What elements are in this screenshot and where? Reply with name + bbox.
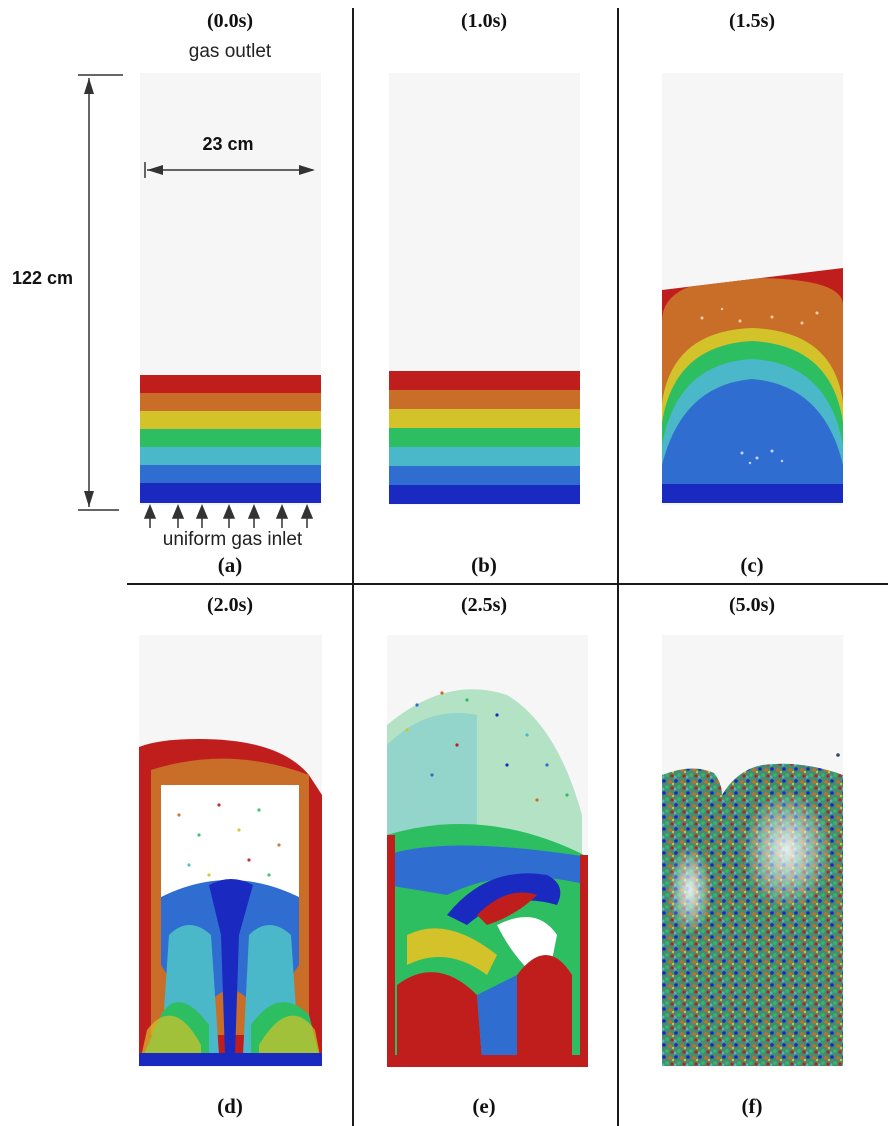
layer-orange: [389, 390, 580, 410]
bed-column-b: [389, 73, 580, 505]
layer-yellow: [140, 411, 321, 430]
panel-label-b: (b): [471, 553, 497, 577]
gas-inlet-label: uniform gas inlet: [162, 529, 303, 550]
time-label-e: (2.5s): [460, 594, 508, 616]
gas-inlet-arrows: [143, 504, 314, 528]
layer-red: [389, 371, 580, 391]
time-label-b: (1.0s): [460, 10, 508, 32]
bed-column-d: [139, 635, 322, 1067]
layer-red: [140, 375, 321, 394]
arched-layers-graphic: [662, 268, 843, 503]
height-dimension-arrow: [78, 74, 123, 511]
bed-column-e: [387, 635, 588, 1067]
mixed-bed-graphic: [662, 753, 843, 1066]
divider-horizontal: [127, 583, 888, 585]
layer-dark-blue: [389, 485, 580, 504]
width-dimension-arrow: [144, 162, 315, 178]
gas-outlet-label: gas outlet: [188, 41, 272, 62]
layer-light-blue: [389, 466, 580, 486]
layer-green: [140, 429, 321, 448]
layer-cyan: [140, 447, 321, 466]
time-label-a: (0.0s): [206, 10, 254, 32]
time-label-d: (2.0s): [206, 594, 254, 616]
width-dimension-label: 23 cm: [202, 134, 254, 154]
height-dimension-label: 122 cm: [10, 268, 76, 289]
layer-orange: [140, 393, 321, 412]
layer-yellow: [389, 409, 580, 429]
panel-label-f: (f): [741, 1094, 763, 1118]
time-label-c: (1.5s): [728, 10, 776, 32]
bed-column-f: [662, 635, 843, 1067]
layer-green: [389, 428, 580, 448]
panel-label-c: (c): [740, 553, 764, 577]
divider-vertical-1: [352, 8, 354, 1126]
divider-vertical-2: [617, 8, 619, 1126]
layer-dark-blue: [140, 483, 321, 503]
layer-light-blue: [140, 465, 321, 484]
bubble-eruption-graphic: [387, 689, 588, 1067]
layer-cyan: [389, 447, 580, 467]
bed-column-a: [140, 73, 321, 505]
panel-label-a: (a): [217, 553, 243, 577]
panel-label-d: (d): [217, 1094, 243, 1118]
bed-column-c: [662, 73, 843, 505]
panel-label-e: (e): [472, 1094, 496, 1118]
time-label-f: (5.0s): [728, 594, 776, 616]
bubble-formation-graphic: [139, 739, 322, 1066]
